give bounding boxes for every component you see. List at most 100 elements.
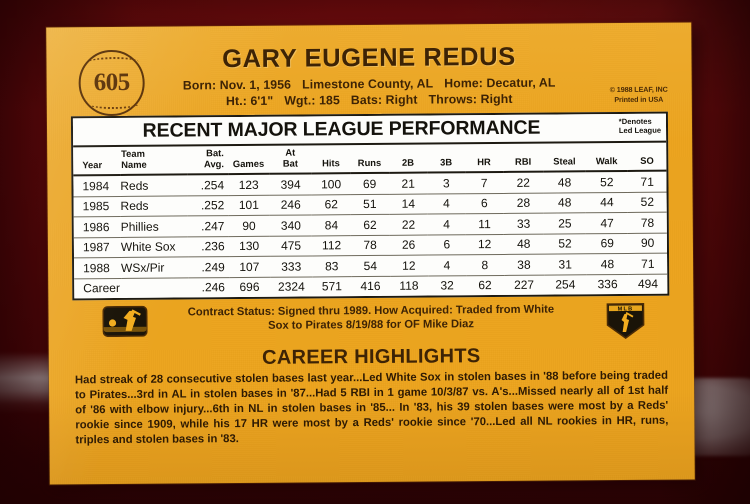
cell-ab: 246 <box>269 194 313 216</box>
throws-label: Throws: <box>428 92 478 107</box>
baseball-seam-bottom-icon <box>88 98 139 110</box>
card-number-badge: 605 <box>78 49 145 117</box>
cell-walk: 47 <box>585 212 629 234</box>
cell-team: White Sox <box>120 236 188 258</box>
stats-title: RECENT MAJOR LEAGUE PERFORMANCE <box>142 116 541 142</box>
cell-rbi: 28 <box>503 192 544 214</box>
col-header-so: SO <box>640 154 654 166</box>
cell-so: 71 <box>628 253 668 275</box>
col-header-hr: HR <box>477 155 491 167</box>
cell-avg: .254 <box>187 174 229 196</box>
cell-hits: 100 <box>311 173 351 195</box>
cell-career-label: Career <box>74 278 122 299</box>
cell-rbi: 33 <box>503 213 544 235</box>
cell-avg: .236 <box>187 236 229 257</box>
card-header: 605 GARY EUGENE REDUS Born: Nov. 1, 1956… <box>56 23 682 117</box>
cell-hr: 62 <box>465 275 505 296</box>
denotes-line-2: Led League <box>618 125 662 136</box>
cell-year: 1987 <box>73 237 121 258</box>
card-number: 605 <box>93 68 130 97</box>
home-city: Decatur, AL <box>486 75 556 91</box>
cell-walk: 336 <box>586 274 629 295</box>
weight-label: Wgt.: <box>284 93 316 108</box>
cell-ab: 394 <box>269 173 312 195</box>
denotes-led-league-note: *Denotes Led League <box>619 117 661 136</box>
cell-3b: 4 <box>427 254 466 276</box>
stats-table: Year Team Name Bat. Avg. Games At Bat Hi… <box>73 142 668 299</box>
player-name: GARY EUGENE REDUS <box>222 42 516 74</box>
cell-games: 696 <box>228 276 271 298</box>
stats-panel: RECENT MAJOR LEAGUE PERFORMANCE *Denotes… <box>70 111 670 301</box>
cell-hr: 12 <box>465 234 504 255</box>
cell-hits: 571 <box>312 276 352 297</box>
cell-runs: 69 <box>350 172 390 195</box>
cell-2b: 22 <box>389 214 428 235</box>
cell-games: 101 <box>228 194 270 216</box>
cell-steal: 31 <box>543 253 587 275</box>
col-header-at-bat: At Bat <box>282 146 298 169</box>
cell-avg: .252 <box>187 195 229 216</box>
cell-avg: .247 <box>187 215 229 237</box>
cell-runs: 62 <box>350 214 390 236</box>
cell-3b: 6 <box>427 234 466 256</box>
cell-ab: 2324 <box>269 276 313 297</box>
cell-walk: 48 <box>586 253 629 275</box>
cell-rbi: 227 <box>503 274 545 296</box>
col-header-avg: Bat. Avg. <box>203 147 225 169</box>
cell-runs: 54 <box>350 255 390 277</box>
cell-team <box>121 277 189 299</box>
cell-rbi: 22 <box>503 171 544 194</box>
denotes-line-1: *Denotes <box>618 116 652 127</box>
cell-2b: 26 <box>389 234 428 256</box>
cell-avg: .249 <box>187 256 229 278</box>
cell-3b: 3 <box>427 172 466 194</box>
cell-so: 52 <box>627 191 667 213</box>
col-header-3b: 3B <box>440 155 453 167</box>
baseball-card-back: 605 GARY EUGENE REDUS Born: Nov. 1, 1956… <box>46 22 695 485</box>
col-header-year: Year <box>82 158 103 170</box>
col-header-rbi: RBI <box>514 155 532 167</box>
throws-value: Right <box>480 91 513 107</box>
cell-steal: 48 <box>543 171 586 193</box>
cell-rbi: 38 <box>503 254 545 276</box>
copyright-block: © 1988 LEAF, INC Printed in USA <box>610 85 668 105</box>
cell-ab: 333 <box>269 256 313 277</box>
copyright-line-2: Printed in USA <box>614 94 664 104</box>
born-date: Nov. 1, 1956 <box>219 77 292 93</box>
cell-hits: 62 <box>311 194 351 216</box>
copyright-line-1: © 1988 LEAF, INC <box>609 84 668 95</box>
cell-rbi: 48 <box>503 233 544 255</box>
cell-team: Phillies <box>120 215 188 238</box>
col-header-walk: Walk <box>595 154 618 166</box>
mlbpa-shield-logo-icon: MLB <box>605 302 645 340</box>
cell-year: 1985 <box>73 196 121 217</box>
cell-year: 1984 <box>73 175 121 197</box>
cell-walk: 69 <box>586 233 629 254</box>
cell-steal: 48 <box>543 192 586 214</box>
bats-value: Right <box>385 92 418 107</box>
cell-games: 130 <box>228 235 270 257</box>
cell-hr: 11 <box>465 213 504 235</box>
cell-year: 1988 <box>74 257 122 279</box>
cell-runs: 416 <box>351 275 390 297</box>
cell-3b: 32 <box>428 275 467 296</box>
cell-walk: 52 <box>585 171 628 193</box>
stats-table-body: 1984 Reds .254 123 394 100 69 21 3 7 22 … <box>73 170 668 299</box>
home-label: Home: <box>444 76 484 91</box>
cell-2b: 118 <box>389 275 429 296</box>
cell-hits: 112 <box>312 235 351 257</box>
cell-so: 78 <box>628 212 667 234</box>
svg-text:MLB: MLB <box>618 306 634 312</box>
col-header-team: Team Name <box>121 147 147 170</box>
cell-so: 71 <box>627 170 667 193</box>
cell-hr: 8 <box>465 254 504 276</box>
col-header-2b: 2B <box>401 156 415 168</box>
cell-3b: 4 <box>427 213 466 235</box>
bats-label: Bats: <box>350 92 383 108</box>
cell-ab: 475 <box>269 235 313 257</box>
cell-hits: 84 <box>312 214 351 236</box>
table-row-career: Career .246 696 2324 571 416 118 32 62 2… <box>74 273 668 299</box>
cell-2b: 14 <box>389 193 428 215</box>
cell-team: Reds <box>120 174 188 197</box>
height-label: Ht.: <box>225 93 247 109</box>
